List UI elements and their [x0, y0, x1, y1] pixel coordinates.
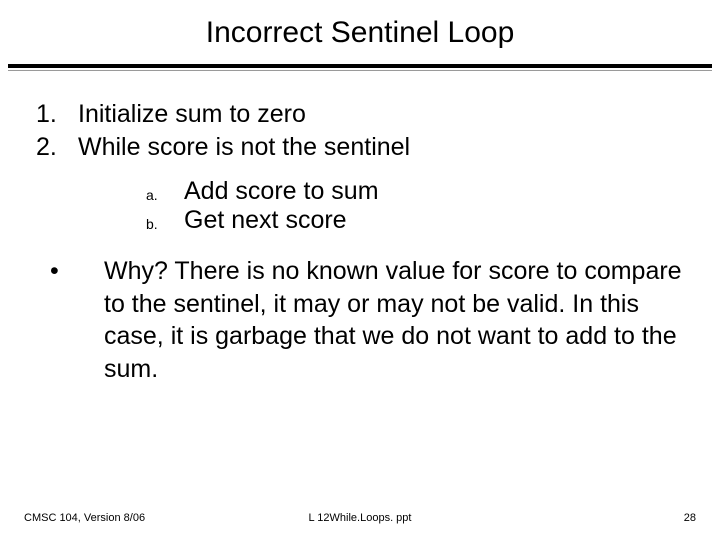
bullet-marker: • [50, 255, 104, 385]
sub-list: a. Add score to sum b. Get next score [36, 177, 684, 235]
list-item: 2. While score is not the sentinel [36, 131, 684, 164]
item-text: Initialize sum to zero [78, 98, 306, 131]
item-text: While score is not the sentinel [78, 131, 410, 164]
bullet-text: Why? There is no known value for score t… [104, 255, 684, 385]
title-divider [8, 64, 712, 68]
slide-title: Incorrect Sentinel Loop [0, 0, 720, 64]
list-item: 1. Initialize sum to zero [36, 98, 684, 131]
slide-content: 1. Initialize sum to zero 2. While score… [0, 76, 720, 385]
item-marker: 2. [36, 131, 78, 164]
footer-left: CMSC 104, Version 8/06 [24, 512, 145, 524]
bullet-item: • Why? There is no known value for score… [36, 255, 684, 385]
list-item: b. Get next score [146, 206, 684, 235]
numbered-list: 1. Initialize sum to zero 2. While score… [36, 98, 684, 163]
item-marker: b. [146, 206, 184, 235]
footer-right: 28 [684, 512, 696, 524]
item-text: Add score to sum [184, 177, 379, 206]
item-marker: 1. [36, 98, 78, 131]
footer-center: L 12While.Loops. ppt [309, 512, 412, 524]
item-text: Get next score [184, 206, 347, 235]
list-item: a. Add score to sum [146, 177, 684, 206]
item-marker: a. [146, 177, 184, 206]
slide-footer: CMSC 104, Version 8/06 L 12While.Loops. … [0, 512, 720, 524]
